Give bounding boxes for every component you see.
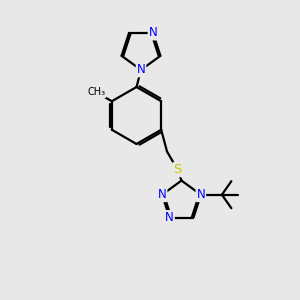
- Text: N: N: [136, 63, 146, 76]
- Text: S: S: [173, 163, 182, 176]
- Text: CH₃: CH₃: [87, 87, 105, 97]
- Text: N: N: [165, 211, 174, 224]
- Text: N: N: [148, 26, 158, 40]
- Text: N: N: [158, 188, 167, 201]
- Text: N: N: [196, 188, 205, 201]
